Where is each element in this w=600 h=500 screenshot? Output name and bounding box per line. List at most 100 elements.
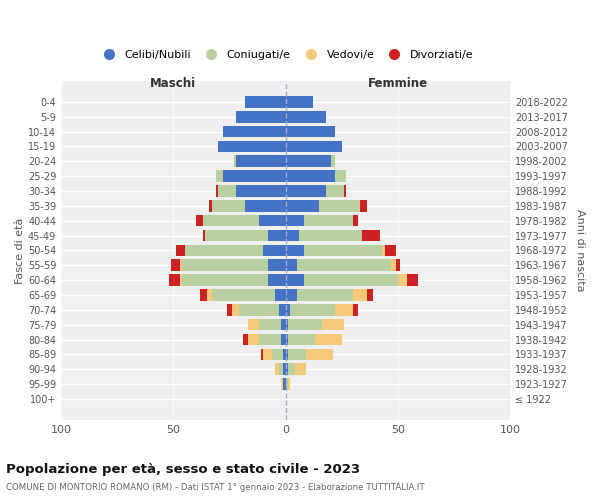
Bar (286, 111, 326, 122)
Bar (286, 96, 313, 108)
Bar (207, 289, 212, 300)
Bar (182, 260, 268, 271)
Bar (243, 334, 248, 345)
Bar (315, 334, 342, 345)
Bar (171, 260, 180, 271)
Bar (367, 289, 373, 300)
Bar (286, 126, 335, 138)
Bar (263, 244, 286, 256)
Bar (385, 244, 396, 256)
Bar (286, 170, 335, 182)
Y-axis label: Anni di nascita: Anni di nascita (575, 209, 585, 292)
Bar (169, 274, 180, 286)
Y-axis label: Fasce di età: Fasce di età (15, 217, 25, 284)
Bar (259, 319, 281, 330)
Bar (322, 319, 344, 330)
Bar (239, 304, 279, 316)
Bar (331, 156, 335, 167)
Bar (297, 289, 353, 300)
Bar (227, 304, 232, 316)
Bar (203, 230, 205, 241)
Bar (326, 185, 344, 197)
Bar (304, 274, 398, 286)
Bar (281, 319, 286, 330)
Bar (286, 364, 288, 375)
Bar (407, 274, 418, 286)
Text: COMUNE DI MONTORIO ROMANO (RM) - Dati ISTAT 1° gennaio 2023 - Elaborazione TUTTI: COMUNE DI MONTORIO ROMANO (RM) - Dati IS… (6, 482, 425, 492)
Bar (275, 364, 279, 375)
Bar (216, 185, 218, 197)
Bar (180, 260, 182, 271)
Bar (248, 334, 259, 345)
Bar (223, 126, 286, 138)
Bar (279, 304, 286, 316)
Bar (396, 260, 400, 271)
Bar (286, 156, 331, 167)
Bar (286, 260, 297, 271)
Bar (283, 364, 286, 375)
Bar (353, 304, 358, 316)
Bar (335, 304, 353, 316)
Bar (182, 274, 268, 286)
Bar (232, 304, 239, 316)
Bar (236, 156, 286, 167)
Bar (286, 348, 288, 360)
Bar (304, 244, 382, 256)
Bar (259, 215, 286, 226)
Bar (205, 230, 268, 241)
Bar (286, 215, 304, 226)
Bar (236, 185, 286, 197)
Bar (259, 334, 281, 345)
Bar (335, 170, 346, 182)
Bar (176, 244, 185, 256)
Bar (286, 378, 288, 390)
Bar (261, 348, 263, 360)
Bar (286, 230, 299, 241)
Bar (288, 319, 322, 330)
Bar (288, 334, 315, 345)
Bar (268, 274, 286, 286)
Bar (286, 244, 304, 256)
Bar (286, 185, 326, 197)
Bar (353, 289, 367, 300)
Bar (306, 348, 333, 360)
Bar (286, 274, 304, 286)
Bar (382, 244, 385, 256)
Bar (286, 200, 319, 211)
Bar (283, 378, 286, 390)
Bar (286, 304, 290, 316)
Bar (344, 185, 346, 197)
Bar (245, 200, 286, 211)
Bar (319, 200, 360, 211)
Bar (263, 348, 272, 360)
Bar (286, 289, 297, 300)
Bar (216, 170, 223, 182)
Bar (360, 200, 367, 211)
Bar (268, 230, 286, 241)
Bar (196, 215, 203, 226)
Bar (286, 334, 288, 345)
Text: Popolazione per età, sesso e stato civile - 2023: Popolazione per età, sesso e stato civil… (6, 462, 360, 475)
Bar (299, 230, 362, 241)
Bar (391, 260, 396, 271)
Bar (248, 319, 259, 330)
Bar (286, 319, 288, 330)
Bar (203, 215, 259, 226)
Bar (281, 334, 286, 345)
Bar (223, 170, 286, 182)
Bar (245, 96, 286, 108)
Bar (362, 230, 380, 241)
Legend: Celibi/Nubili, Coniugati/e, Vedovi/e, Divorziati/e: Celibi/Nubili, Coniugati/e, Vedovi/e, Di… (94, 46, 478, 64)
Bar (283, 348, 286, 360)
Bar (286, 140, 342, 152)
Bar (295, 364, 306, 375)
Bar (185, 244, 263, 256)
Bar (288, 348, 306, 360)
Bar (272, 348, 283, 360)
Bar (218, 140, 286, 152)
Bar (234, 156, 236, 167)
Bar (236, 111, 286, 122)
Bar (281, 378, 283, 390)
Bar (290, 304, 335, 316)
Bar (180, 274, 182, 286)
